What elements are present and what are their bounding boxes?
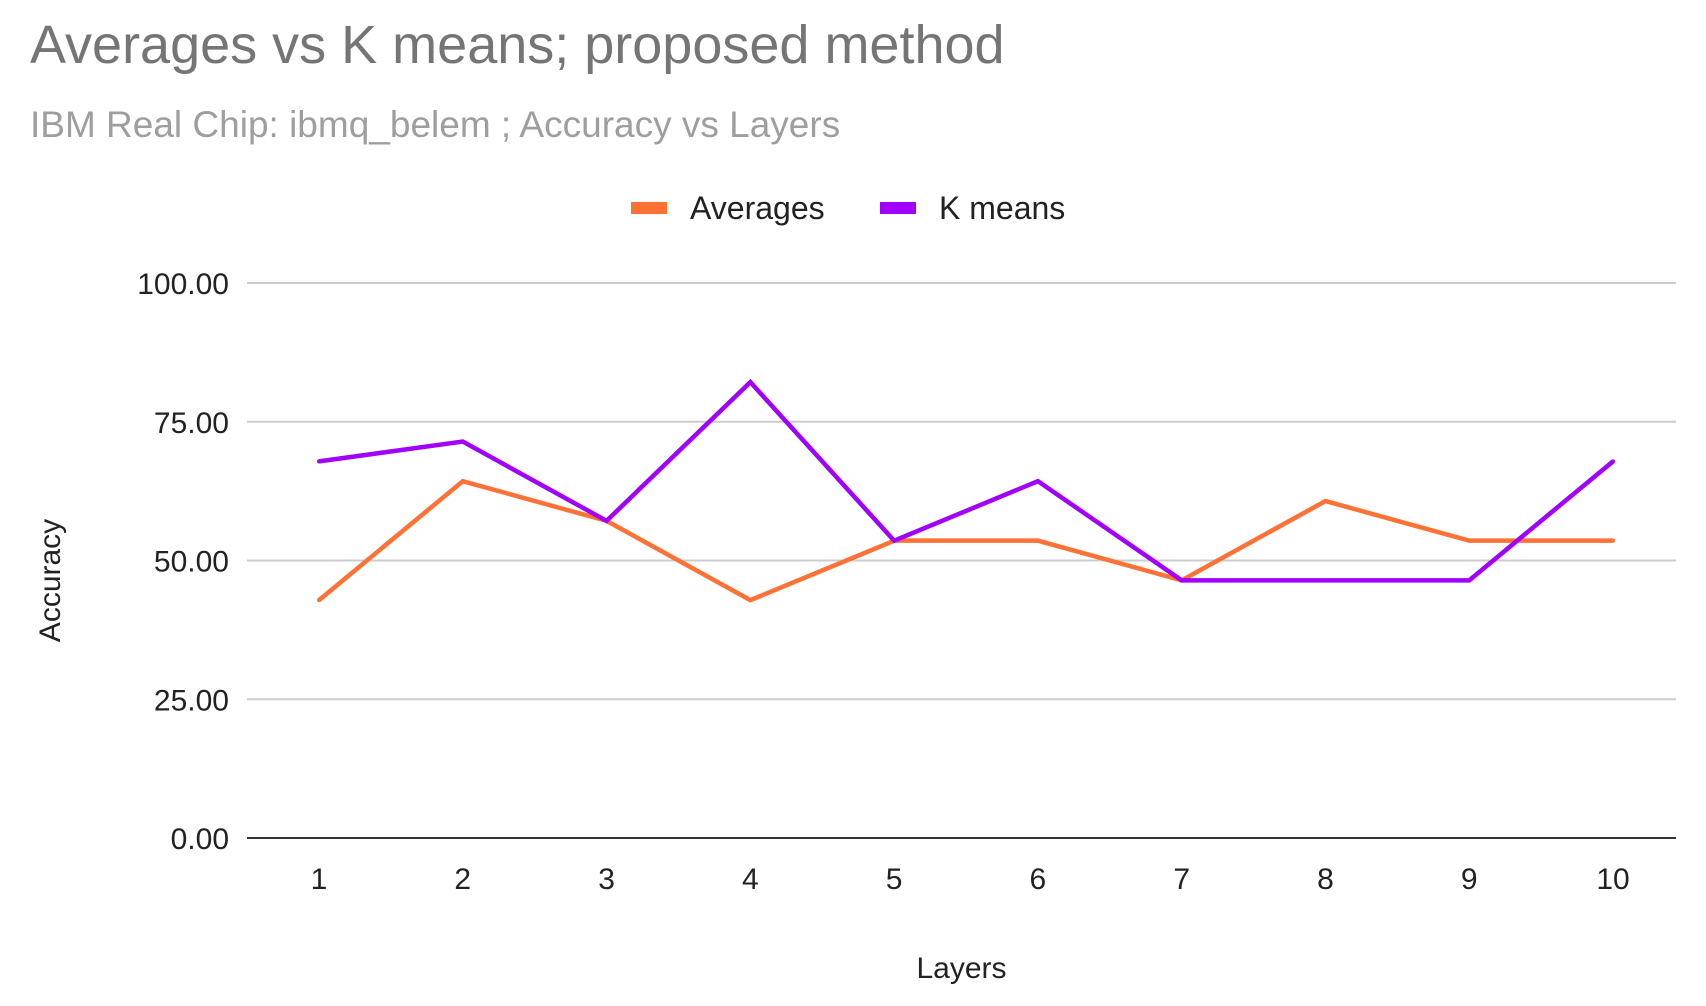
series-line-averages bbox=[317, 478, 1613, 603]
chart-subtitle: IBM Real Chip: ibmq_belem ; Accuracy vs … bbox=[30, 104, 841, 145]
data-point bbox=[748, 598, 753, 603]
y-tick-label: 0.00 bbox=[171, 823, 229, 856]
data-point bbox=[1467, 538, 1472, 543]
y-tick-label: 50.00 bbox=[154, 546, 229, 579]
x-tick-label: 9 bbox=[1461, 863, 1478, 896]
data-point bbox=[460, 439, 465, 444]
x-tick-label: 4 bbox=[742, 863, 759, 896]
data-point bbox=[604, 518, 609, 523]
legend: Averages K means bbox=[631, 190, 1065, 226]
x-tick-label: 8 bbox=[1317, 863, 1334, 896]
y-tick-label: 75.00 bbox=[154, 407, 229, 440]
data-point bbox=[317, 598, 321, 603]
data-point bbox=[748, 380, 753, 385]
data-point bbox=[1035, 538, 1040, 543]
y-tick-label: 100.00 bbox=[137, 268, 229, 301]
x-axis-ticks: 1 2 3 4 5 6 7 8 9 10 bbox=[311, 863, 1630, 896]
legend-swatch bbox=[880, 202, 916, 214]
series-lines bbox=[317, 378, 1615, 603]
x-tick-label: 7 bbox=[1173, 863, 1190, 896]
chart-title: Averages vs K means; proposed method bbox=[30, 15, 1005, 75]
x-tick-label: 2 bbox=[454, 863, 471, 896]
data-point bbox=[1179, 578, 1184, 583]
legend-swatch bbox=[631, 202, 667, 214]
gridlines bbox=[247, 282, 1676, 701]
data-point bbox=[317, 459, 321, 464]
data-point bbox=[1323, 499, 1328, 504]
series-line-k-means bbox=[318, 378, 1615, 583]
y-tick-label: 25.00 bbox=[154, 684, 229, 717]
data-point bbox=[1611, 459, 1615, 464]
data-point bbox=[1611, 538, 1615, 543]
data-point bbox=[892, 538, 897, 543]
data-point bbox=[1467, 578, 1472, 583]
data-point bbox=[1035, 479, 1040, 484]
y-axis-ticks: 0.00 25.00 50.00 75.00 100.00 bbox=[137, 268, 229, 856]
data-point bbox=[1323, 578, 1328, 583]
x-tick-label: 6 bbox=[1030, 863, 1047, 896]
x-axis-label: Layers bbox=[916, 952, 1006, 985]
data-point bbox=[460, 479, 465, 484]
x-tick-label: 3 bbox=[598, 863, 615, 896]
legend-label: K means bbox=[939, 190, 1065, 226]
x-tick-label: 5 bbox=[886, 863, 903, 896]
x-tick-label: 1 bbox=[311, 863, 328, 896]
y-axis-label: Accuracy bbox=[34, 519, 67, 642]
x-tick-label: 10 bbox=[1596, 863, 1629, 896]
legend-label: Averages bbox=[690, 190, 825, 226]
